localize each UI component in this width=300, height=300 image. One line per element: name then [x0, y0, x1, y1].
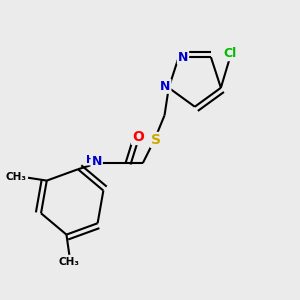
Text: S: S: [151, 133, 161, 147]
Text: Cl: Cl: [223, 47, 236, 60]
Text: O: O: [132, 130, 144, 144]
Text: CH₃: CH₃: [6, 172, 27, 182]
Text: N: N: [178, 51, 188, 64]
Text: CH₃: CH₃: [59, 257, 80, 267]
Text: N: N: [92, 155, 102, 168]
Text: N: N: [160, 80, 170, 93]
Text: H: H: [86, 154, 96, 164]
